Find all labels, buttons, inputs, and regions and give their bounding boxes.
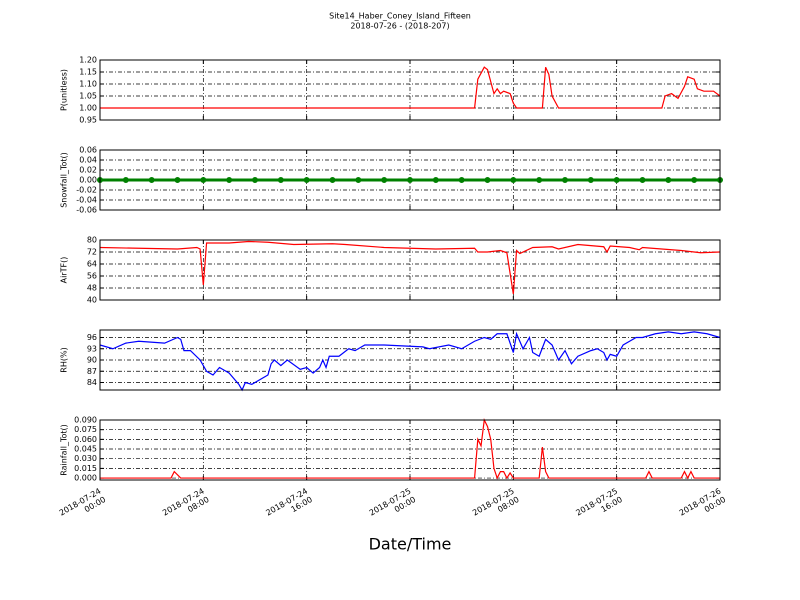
y-tick-label: 0.090 xyxy=(74,416,97,425)
y-tick-label: -0.02 xyxy=(76,186,97,195)
y-tick-label: 1.20 xyxy=(79,56,97,65)
x-tick-label: 2018-07-25 00:00 xyxy=(367,486,417,525)
y-tick-label: 1.00 xyxy=(79,104,97,113)
data-marker xyxy=(691,177,698,183)
data-marker xyxy=(484,177,491,183)
data-marker xyxy=(355,177,362,183)
x-tick-label: 2018-07-24 08:00 xyxy=(161,486,211,525)
y-tick-label: 90 xyxy=(87,356,97,365)
data-marker xyxy=(200,177,207,183)
chart-subtitle: 2018-07-26 - (2018-207) xyxy=(350,22,449,31)
x-axis-label: Date/Time xyxy=(369,535,452,554)
data-line xyxy=(99,240,721,295)
x-tick-label: 2018-07-24 16:00 xyxy=(264,486,314,525)
y-tick-label: -0.06 xyxy=(76,206,97,215)
y-tick-label: 84 xyxy=(87,378,97,387)
y-tick-label: 0.060 xyxy=(74,435,97,444)
data-marker xyxy=(122,177,129,183)
y-tick-label: 96 xyxy=(87,333,97,342)
data-marker xyxy=(458,177,465,183)
y-tick-label: 72 xyxy=(87,248,97,257)
y-axis-label: AirTF() xyxy=(60,257,69,284)
data-marker xyxy=(432,177,439,183)
x-tick-label: 2018-07-25 08:00 xyxy=(471,486,521,525)
data-marker xyxy=(536,177,543,183)
axes-frame xyxy=(99,59,721,121)
y-axis-label: RH(%) xyxy=(60,347,69,372)
axes-frame xyxy=(99,149,721,211)
data-line xyxy=(100,66,721,109)
chart-title: Site14_Haber_Coney_Island_Fifteen xyxy=(329,12,471,21)
y-tick-label: 48 xyxy=(87,284,97,293)
data-line xyxy=(100,417,720,480)
y-tick-label: 0.000 xyxy=(74,474,97,483)
x-tick-label: 2018-07-25 16:00 xyxy=(574,486,624,525)
data-marker xyxy=(148,177,155,183)
data-marker xyxy=(174,177,181,183)
y-tick-label: 56 xyxy=(87,272,97,281)
y-axis-label: Snowfall_Tot() xyxy=(60,152,69,208)
axes-frame xyxy=(99,239,721,301)
y-tick-label: 0.030 xyxy=(74,454,97,463)
data-marker xyxy=(639,177,646,183)
y-tick-label: 93 xyxy=(87,344,97,353)
y-tick-label: -0.04 xyxy=(76,196,97,205)
data-marker xyxy=(587,177,594,183)
y-tick-label: 64 xyxy=(87,260,97,269)
data-marker xyxy=(226,177,233,183)
y-tick-label: 0.02 xyxy=(79,166,97,175)
data-marker xyxy=(252,177,258,183)
data-line xyxy=(99,331,721,392)
y-tick-label: 1.05 xyxy=(79,92,97,101)
y-tick-label: 0.04 xyxy=(79,156,97,165)
data-marker xyxy=(562,177,568,183)
data-marker xyxy=(613,177,620,183)
y-tick-label: 0.00 xyxy=(79,176,97,185)
y-tick-label: 1.10 xyxy=(79,80,97,89)
y-axis-label: P(unitless) xyxy=(60,69,69,111)
axes-frame xyxy=(99,419,721,481)
data-marker xyxy=(329,177,336,183)
data-marker xyxy=(665,177,672,183)
data-marker xyxy=(381,177,388,183)
data-marker xyxy=(303,177,310,183)
y-tick-label: 87 xyxy=(87,367,97,376)
y-tick-label: 0.95 xyxy=(79,116,97,125)
data-marker xyxy=(277,177,284,183)
axes-frame xyxy=(99,329,721,391)
y-tick-label: 0.06 xyxy=(79,146,97,155)
y-tick-label: 0.075 xyxy=(74,425,97,434)
y-tick-label: 1.15 xyxy=(79,68,97,77)
data-marker xyxy=(407,177,413,183)
y-tick-label: 80 xyxy=(87,236,97,245)
y-tick-label: 40 xyxy=(87,296,97,305)
x-tick-label: 2018-07-24 00:00 xyxy=(57,486,107,525)
x-tick-label: 2018-07-26 00:00 xyxy=(677,486,727,525)
data-marker xyxy=(510,177,517,183)
y-tick-label: 0.045 xyxy=(74,445,97,454)
y-axis-label: Rainfall_Tot() xyxy=(60,424,69,476)
y-tick-label: 0.015 xyxy=(74,464,97,473)
